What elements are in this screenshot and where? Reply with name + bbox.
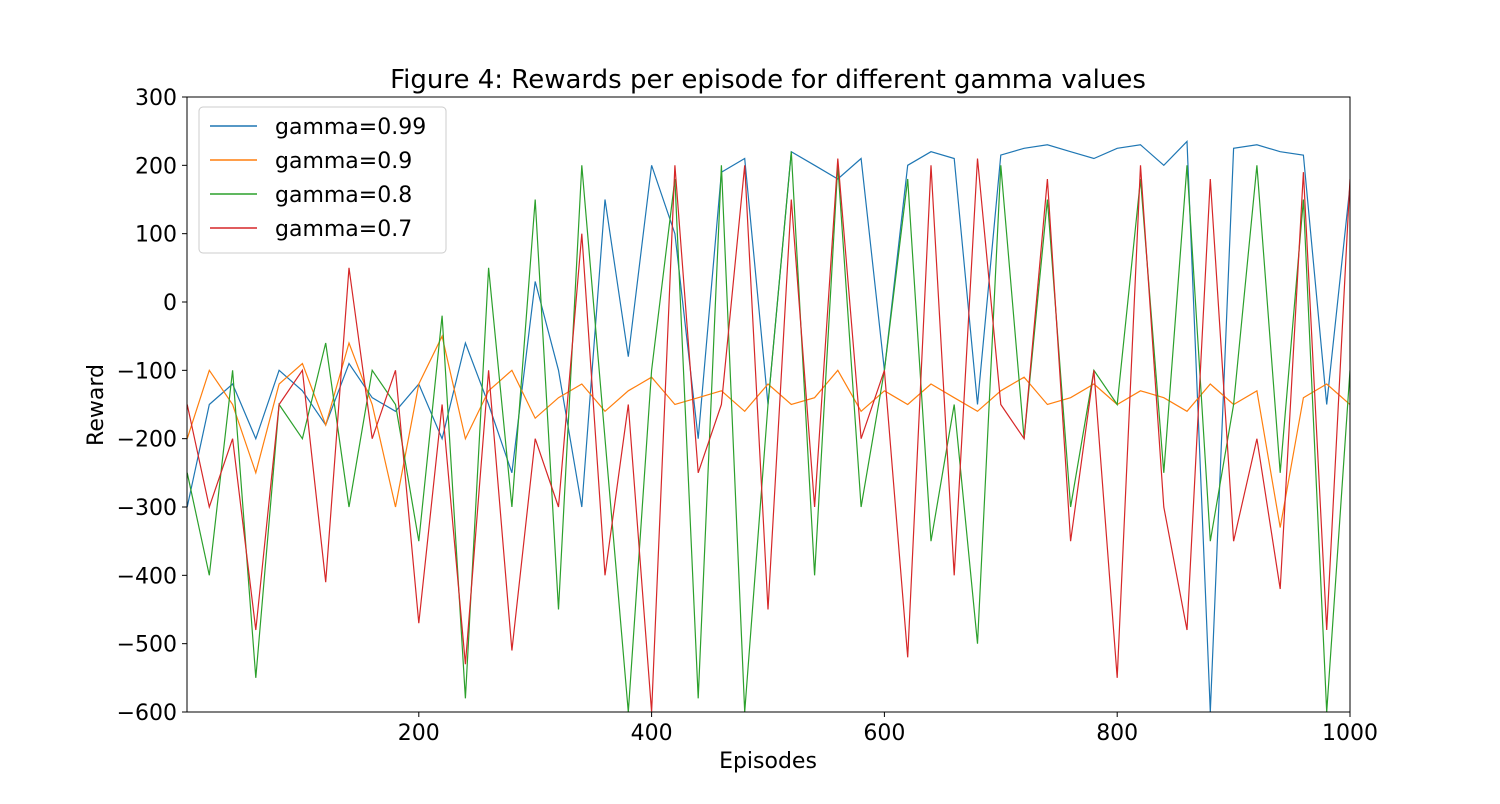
y-tick-label: −500 (117, 633, 177, 658)
y-tick-label: 0 (163, 291, 177, 316)
series-lines (187, 139, 1350, 712)
x-tick-label: 800 (1096, 721, 1138, 746)
y-tick-label: −600 (117, 701, 177, 726)
x-tick-label: 200 (398, 721, 440, 746)
y-axis: −600 −500 −400 −300 −200 −100 0 100 200 300 (117, 86, 187, 726)
y-tick-label: −200 (117, 428, 177, 453)
legend-box (198, 106, 447, 254)
y-tick-label: −100 (117, 359, 177, 384)
y-tick-label: 200 (135, 154, 177, 179)
legend-label: gamma=0.8 (275, 183, 412, 208)
y-tick-label: −300 (117, 496, 177, 521)
x-axis: 200 400 600 800 1000 (398, 712, 1378, 746)
legend-label: gamma=0.9 (275, 149, 412, 174)
x-tick-label: 1000 (1322, 721, 1378, 746)
series-line-gamma-0-8 (187, 151, 1350, 712)
y-tick-label: 300 (135, 86, 177, 111)
y-axis-label: Reward (84, 364, 109, 446)
legend-label: gamma=0.7 (275, 217, 412, 242)
legend: gamma=0.99 gamma=0.9 gamma=0.8 gamma=0.7 (198, 106, 447, 254)
y-tick-label: 100 (135, 223, 177, 248)
x-tick-label: 600 (863, 721, 905, 746)
x-tick-label: 400 (631, 721, 673, 746)
series-line-gamma-0-7 (187, 158, 1350, 712)
plot-frame (186, 96, 1351, 713)
legend-label: gamma=0.99 (275, 115, 426, 140)
chart-title: Figure 4: Rewards per episode for differ… (390, 65, 1146, 95)
x-axis-label: Episodes (719, 749, 817, 774)
y-tick-label: −400 (117, 564, 177, 589)
